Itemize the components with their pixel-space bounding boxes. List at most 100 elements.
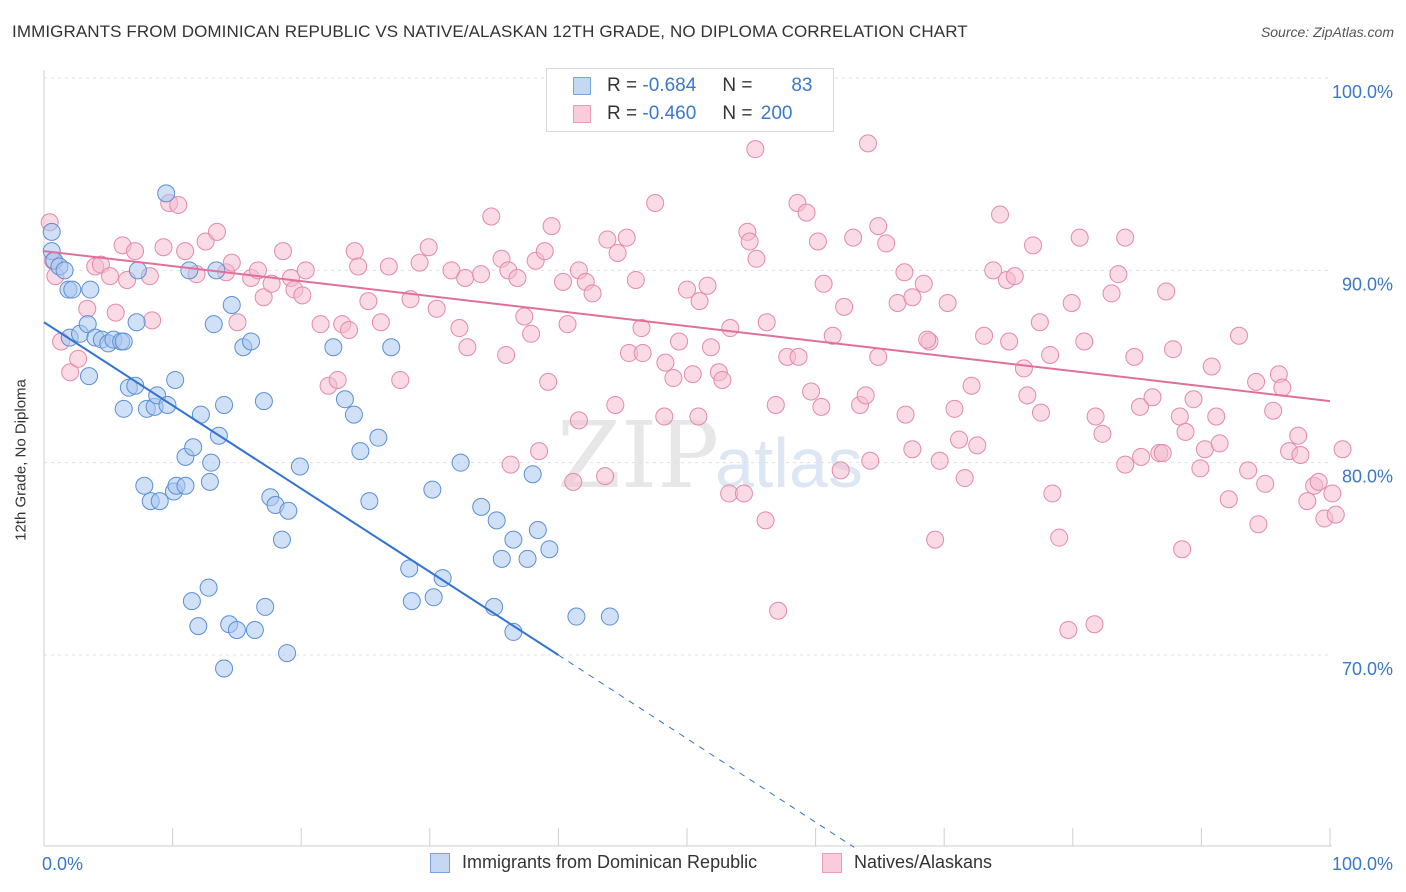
data-point-natives [734,484,753,503]
data-point-dominican [242,332,261,351]
y-tick-label: 70.0% [1342,659,1393,679]
data-point-natives [1041,345,1060,364]
legend-r-label: R = [607,103,638,124]
data-point-natives [896,405,915,424]
data-point-natives [1247,372,1266,391]
data-point-dominican [382,338,401,357]
data-point-natives [664,369,683,388]
data-point-natives [877,234,896,253]
data-point-natives [633,344,652,363]
data-point-natives [391,370,410,389]
data-point-natives [535,242,554,261]
data-point-natives [861,451,880,470]
data-point-natives [975,326,994,345]
data-point-natives [626,270,645,289]
data-point-natives [740,232,759,251]
data-point-dominican [157,184,176,203]
data-point-dominican [528,520,547,539]
data-point-natives [1176,422,1195,441]
data-point-natives [869,347,888,366]
data-point-natives [808,232,827,251]
data-point-natives [757,313,776,332]
data-point-dominican [189,617,208,636]
dominican-points [42,184,619,678]
chart-title: IMMIGRANTS FROM DOMINICAN REPUBLIC VS NA… [12,22,968,41]
data-point-natives [984,261,1003,280]
correlation-legend: R = -0.684 N = 83 R = -0.460 N = 200 [546,68,834,132]
data-point-natives [903,288,922,307]
data-point-natives [1000,332,1019,351]
data-point-natives [61,363,80,382]
data-point-natives [254,288,273,307]
data-point-natives [1085,615,1104,634]
legend-n-value: 200 [760,103,793,124]
data-point-natives [1102,284,1121,303]
data-point-natives [698,276,717,295]
legend-n-label: N = [722,75,753,96]
data-point-natives [914,274,933,293]
data-point-natives [1256,474,1275,493]
data-point-natives [1018,386,1037,405]
data-point-dominican [150,492,169,511]
data-point-natives [296,261,315,280]
data-point-natives [802,382,821,401]
data-point-dominican [78,315,97,334]
data-point-dominican [182,592,201,611]
data-point-natives [823,326,842,345]
data-point-natives [945,399,964,418]
data-point-natives [606,395,625,414]
data-point-natives [419,238,438,257]
data-point-natives [655,407,674,426]
data-point-natives [169,195,188,214]
data-point-dominican [199,578,218,597]
data-point-natives [472,265,491,284]
data-point-natives [835,297,854,316]
data-point-natives [1164,340,1183,359]
data-point-natives [1030,313,1049,332]
watermark: ZIP atlas [557,402,863,509]
data-point-natives [895,263,914,282]
data-point-natives [1143,388,1162,407]
data-point-natives [1210,434,1229,453]
data-point-natives [1116,228,1135,247]
x-tick-label-min: 0.0% [42,854,83,874]
data-point-natives [1050,528,1069,547]
data-point-natives [1264,401,1283,420]
data-point-natives [442,261,461,280]
data-point-natives [1298,492,1317,511]
data-point-natives [903,440,922,459]
data-point-dominican [278,644,297,663]
y-axis-label: 12th Grade, No Diploma [12,379,30,541]
data-point-natives [340,320,359,339]
data-point-natives [106,303,125,322]
data-point-natives [522,324,541,343]
data-point-dominican [81,280,100,299]
data-point-natives [501,455,520,474]
data-point-natives [228,313,247,332]
data-point-natives [632,319,651,338]
data-point-natives [1070,228,1089,247]
data-point-natives [207,222,226,241]
legend-swatch-pink [822,852,842,873]
data-point-natives [1289,426,1308,445]
data-point-dominican [402,592,421,611]
data-point-natives [564,472,583,491]
data-point-natives [598,230,617,249]
data-point-natives [747,249,766,268]
data-point-natives [371,313,390,332]
data-point-natives [497,345,516,364]
data-point-dominican [600,607,619,626]
tick-labels: 70.0% 80.0% 90.0% 100.0% 0.0% 100.0% [42,82,1393,874]
data-point-natives [143,311,162,330]
data-point-natives [831,461,850,480]
data-point-dominican [254,392,273,411]
data-point-natives [844,228,863,247]
legend-swatch-blue [573,77,591,95]
natives-points [40,134,1352,639]
data-point-natives [482,207,501,226]
data-point-dominican [80,367,99,386]
legend-label-natives: Natives/Alaskans [854,852,993,872]
chart-source: Source: ZipAtlas.com [1260,24,1394,40]
data-point-natives [617,228,636,247]
